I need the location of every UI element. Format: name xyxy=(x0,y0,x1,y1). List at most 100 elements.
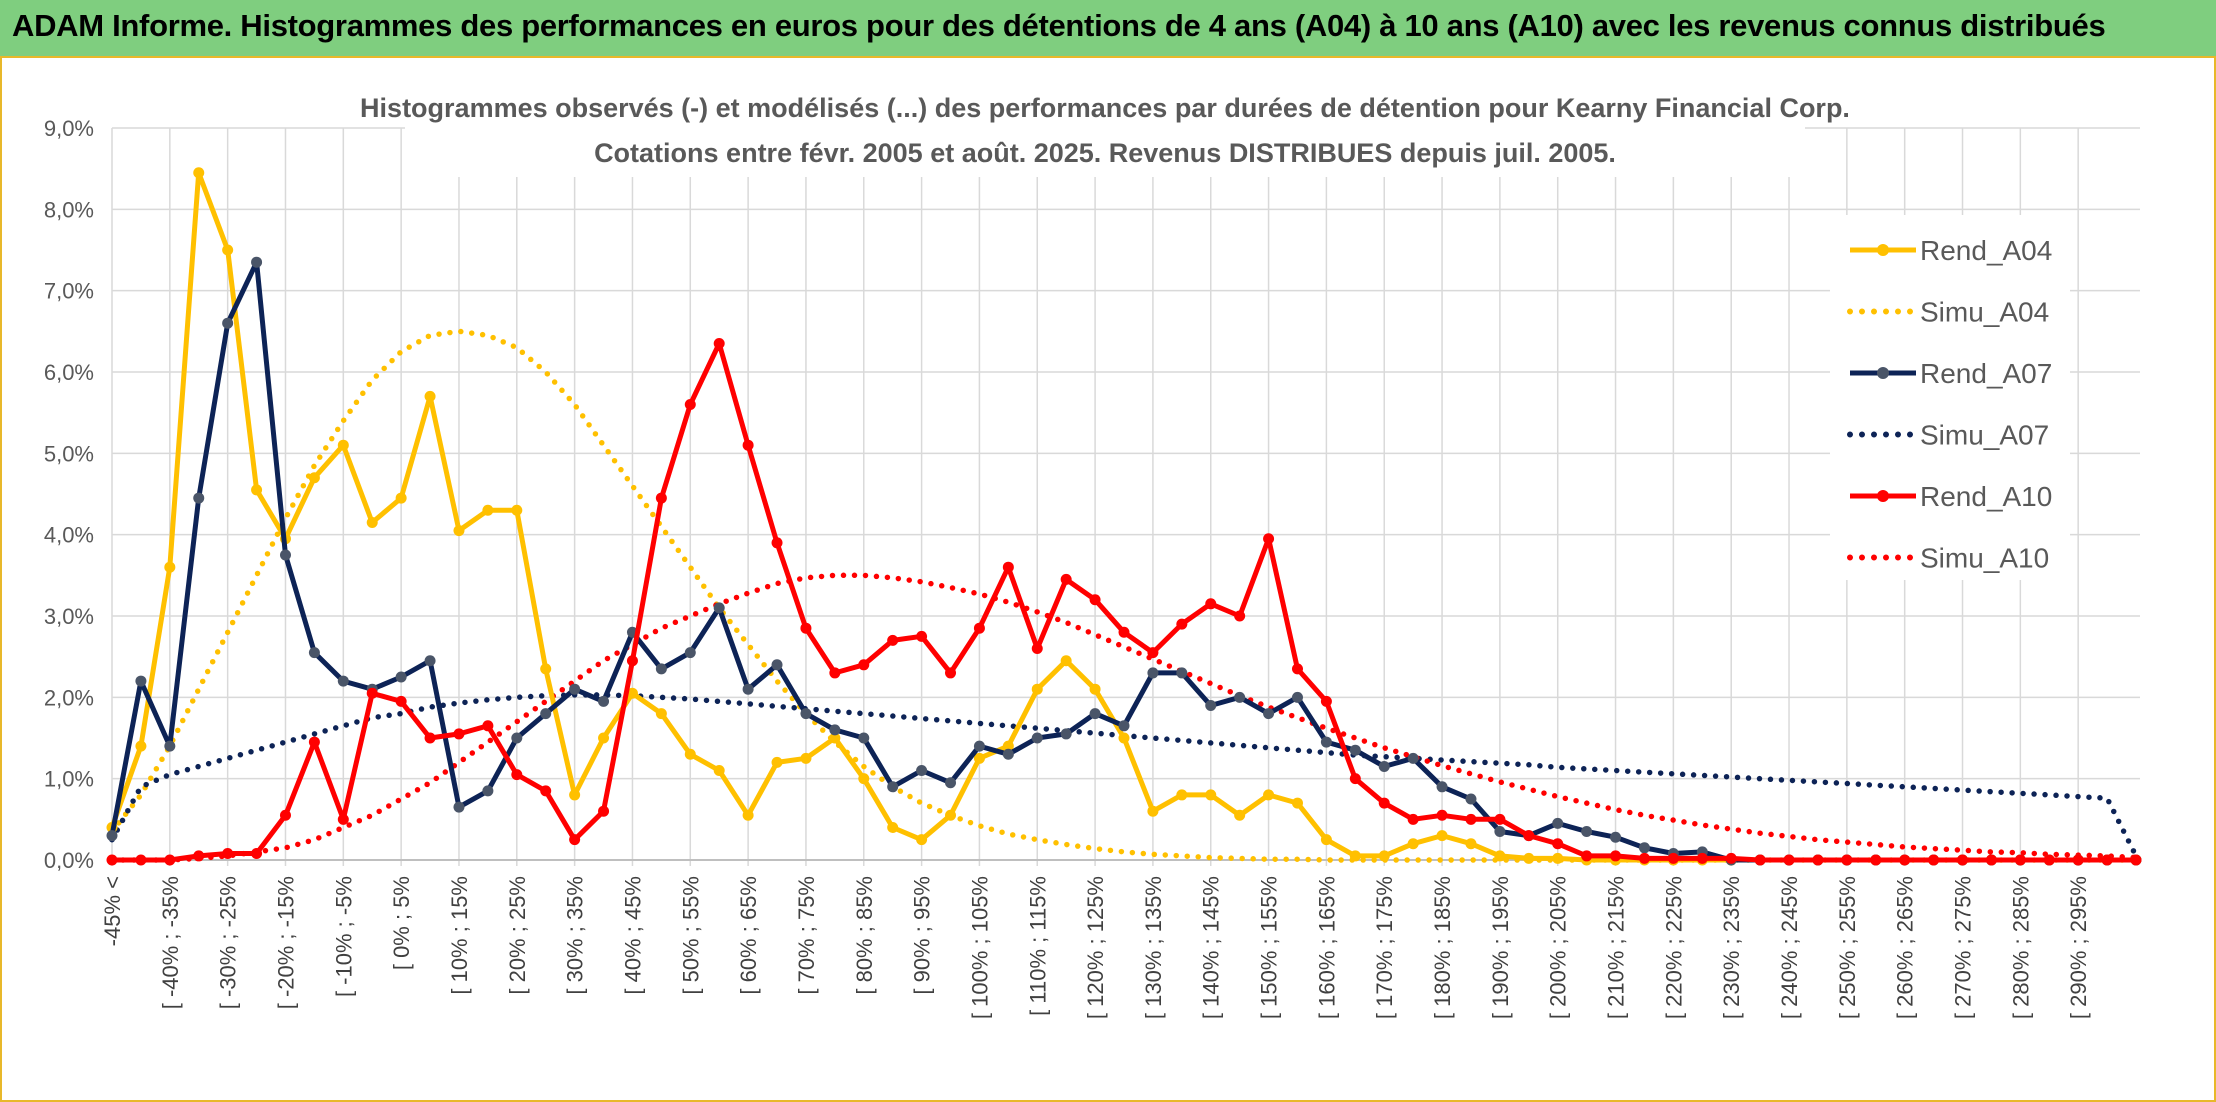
chart-titles: Histogrammes observés (-) et modélisés (… xyxy=(360,85,1850,177)
data-point-rend_a04 xyxy=(1436,830,1448,842)
data-point-rend_a04 xyxy=(482,504,494,516)
data-point-rend_a04 xyxy=(424,390,436,402)
legend-marker xyxy=(1877,244,1889,256)
data-point-rend_a04 xyxy=(771,756,783,768)
data-point-rend_a04 xyxy=(1002,740,1014,752)
data-point-rend_a07 xyxy=(395,671,407,683)
y-tick-label: 5,0% xyxy=(44,441,94,466)
legend-label-rend_a10: Rend_A10 xyxy=(1920,481,2052,512)
data-point-rend_a04 xyxy=(1176,789,1188,801)
x-tick-label: -45% < xyxy=(100,876,125,946)
data-point-rend_a07 xyxy=(1060,728,1072,740)
data-point-rend_a10 xyxy=(742,439,754,451)
data-point-rend_a07 xyxy=(279,549,291,561)
data-point-rend_a07 xyxy=(1205,699,1217,711)
x-tick-label: [ 40% ; 45% xyxy=(620,876,645,995)
data-point-rend_a07 xyxy=(598,695,610,707)
data-point-rend_a07 xyxy=(1638,842,1650,854)
data-point-rend_a07 xyxy=(655,663,667,675)
data-point-rend_a07 xyxy=(135,675,147,687)
data-point-rend_a04 xyxy=(887,821,899,833)
y-tick-label: 3,0% xyxy=(44,604,94,629)
data-point-rend_a10 xyxy=(540,785,552,797)
data-point-rend_a10 xyxy=(2130,854,2142,866)
data-point-rend_a04 xyxy=(193,167,205,179)
data-point-rend_a07 xyxy=(1465,793,1477,805)
x-tick-label: [ 280% ; 285% xyxy=(2008,876,2033,1019)
data-point-rend_a10 xyxy=(684,399,696,411)
x-tick-label: [ -30% ; -25% xyxy=(216,876,241,1009)
x-tick-label: [ -20% ; -15% xyxy=(273,876,298,1009)
data-point-rend_a10 xyxy=(598,805,610,817)
data-point-rend_a10 xyxy=(626,655,638,667)
x-tick-label: [ -10% ; -5% xyxy=(331,876,356,997)
x-tick-label: [ 110% ; 115% xyxy=(1025,876,1050,1016)
data-point-rend_a04 xyxy=(1494,850,1506,862)
data-point-rend_a10 xyxy=(482,720,494,732)
data-point-rend_a10 xyxy=(1754,854,1766,866)
legend-marker xyxy=(1877,490,1889,502)
data-point-rend_a04 xyxy=(973,752,985,764)
data-point-rend_a10 xyxy=(1928,854,1940,866)
data-point-rend_a07 xyxy=(1089,708,1101,720)
data-point-rend_a04 xyxy=(1320,834,1332,846)
data-point-rend_a04 xyxy=(453,525,465,537)
data-point-rend_a04 xyxy=(858,773,870,785)
x-tick-label: [ 210% ; 215% xyxy=(1604,876,1629,1019)
data-point-rend_a10 xyxy=(308,736,320,748)
x-tick-label: [ 170% ; 175% xyxy=(1372,876,1397,1019)
data-point-rend_a10 xyxy=(2101,854,2113,866)
data-point-rend_a04 xyxy=(1118,732,1130,744)
data-point-rend_a10 xyxy=(1060,573,1072,585)
y-axis-ticks: 0,0% 1,0% 2,0% 3,0% 4,0% 5,0% 6,0% 7,0% 8,0% 9,0% xyxy=(44,116,94,873)
data-point-rend_a10 xyxy=(1494,813,1506,825)
data-point-rend_a10 xyxy=(1291,663,1303,675)
data-point-rend_a04 xyxy=(1349,850,1361,862)
data-point-rend_a10 xyxy=(800,622,812,634)
data-point-rend_a04 xyxy=(222,244,234,256)
data-point-rend_a07 xyxy=(742,683,754,695)
data-point-rend_a10 xyxy=(395,695,407,707)
x-tick-label: [ 20% ; 25% xyxy=(505,876,530,995)
data-point-rend_a10 xyxy=(1147,647,1159,659)
x-tick-label: [ 200% ; 205% xyxy=(1546,876,1571,1019)
data-point-rend_a07 xyxy=(251,256,263,268)
data-point-rend_a10 xyxy=(1118,626,1130,638)
data-point-rend_a04 xyxy=(337,439,349,451)
data-point-rend_a04 xyxy=(1060,655,1072,667)
data-point-rend_a04 xyxy=(1147,805,1159,817)
legend-label-rend_a07: Rend_A07 xyxy=(1920,358,2052,389)
y-tick-label: 2,0% xyxy=(44,685,94,710)
data-point-rend_a04 xyxy=(164,561,176,573)
data-point-rend_a04 xyxy=(684,748,696,760)
data-point-rend_a10 xyxy=(1234,610,1246,622)
legend: Rend_A04 Simu_A04 Rend_A07 Simu_A07 Rend_A10… xyxy=(1830,215,2070,580)
data-point-rend_a04 xyxy=(626,687,638,699)
data-point-rend_a07 xyxy=(1378,760,1390,772)
data-point-rend_a10 xyxy=(1696,852,1708,864)
data-point-rend_a10 xyxy=(1725,852,1737,864)
data-point-rend_a04 xyxy=(1291,797,1303,809)
data-point-rend_a10 xyxy=(1667,852,1679,864)
data-point-rend_a07 xyxy=(858,732,870,744)
data-point-rend_a07 xyxy=(540,708,552,720)
data-point-rend_a07 xyxy=(1494,826,1506,838)
data-point-rend_a10 xyxy=(279,809,291,821)
data-point-rend_a10 xyxy=(1783,854,1795,866)
data-point-rend_a10 xyxy=(1552,838,1564,850)
data-point-rend_a07 xyxy=(1147,667,1159,679)
x-tick-label: [ 140% ; 145% xyxy=(1199,876,1224,1019)
data-point-rend_a07 xyxy=(337,675,349,687)
data-point-rend_a10 xyxy=(2072,854,2084,866)
data-point-rend_a10 xyxy=(1985,854,1997,866)
data-point-rend_a10 xyxy=(887,634,899,646)
data-point-rend_a10 xyxy=(713,338,725,350)
data-point-rend_a07 xyxy=(164,740,176,752)
data-point-rend_a04 xyxy=(742,809,754,821)
data-point-rend_a10 xyxy=(916,630,928,642)
data-point-rend_a07 xyxy=(829,724,841,736)
data-point-rend_a04 xyxy=(800,752,812,764)
y-tick-label: 8,0% xyxy=(44,197,94,222)
legend-label-simu_a04: Simu_A04 xyxy=(1920,297,2049,328)
